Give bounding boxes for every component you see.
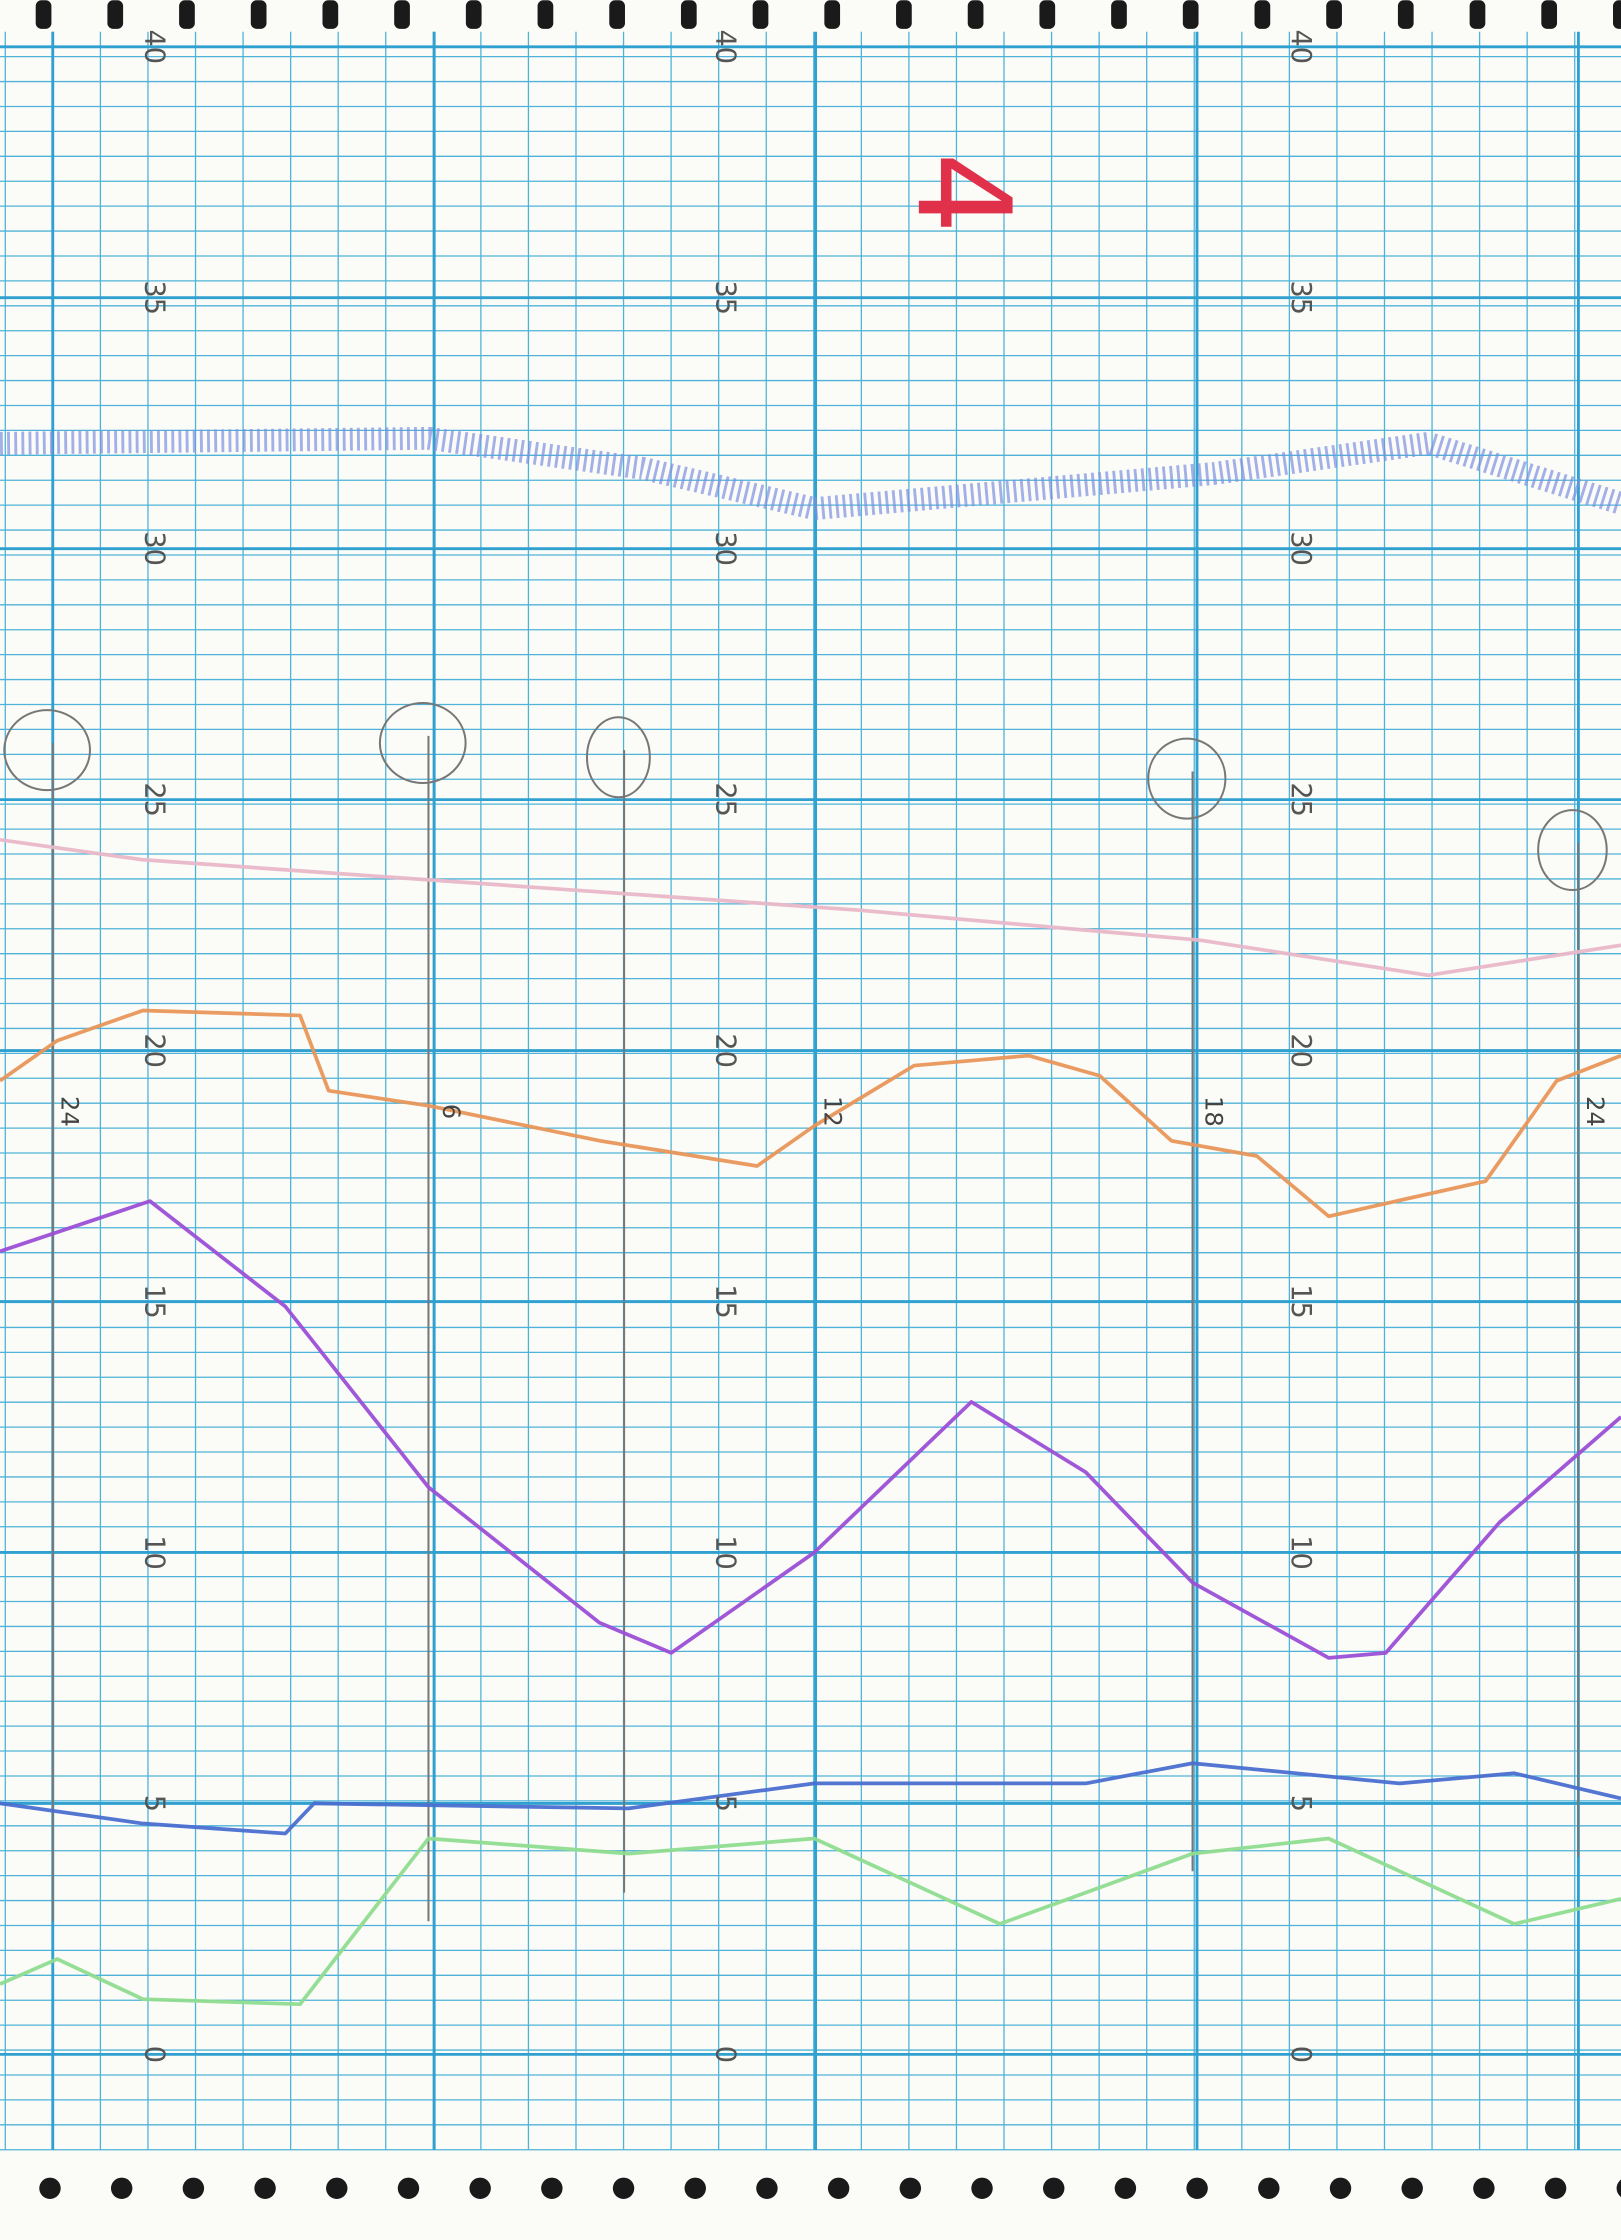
x-tick-label: 24 (55, 1096, 84, 1127)
top-hole (967, 0, 984, 29)
y-tick-label: 20 (710, 1033, 741, 1068)
top-hole (609, 0, 625, 29)
y-tick-label: 5 (710, 1795, 741, 1812)
x-tick-label: 18 (1200, 1096, 1229, 1127)
x-tick-label: 12 (818, 1096, 847, 1127)
event-circle (378, 701, 467, 784)
y-tick-label: 35 (710, 280, 741, 315)
top-hole (752, 0, 769, 29)
bottom-hole (1186, 2177, 1208, 2200)
trace (0, 1761, 1621, 1836)
event-circle (1537, 809, 1608, 892)
event-marks (3, 701, 1608, 1922)
top-hole (1326, 0, 1342, 29)
y-tick-label: 35 (138, 280, 169, 315)
top-hole (465, 0, 482, 29)
event-circle (1147, 737, 1227, 820)
bottom-hole (899, 2177, 922, 2200)
bottom-hole (971, 2177, 993, 2200)
y-tick-label: 35 (1285, 280, 1316, 315)
y-tick-label: 0 (710, 2046, 741, 2063)
y-tick-label: 30 (710, 531, 741, 566)
x-tick-label: 6 (437, 1104, 466, 1119)
y-tick-label: 10 (710, 1535, 741, 1570)
top-hole (1254, 0, 1271, 29)
y-tick-label: 40 (138, 30, 169, 65)
top-hole (537, 0, 554, 29)
bottom-hole (1043, 2177, 1065, 2200)
bottom-hole (1258, 2177, 1280, 2200)
plot (0, 426, 1621, 2007)
bottom-hole (182, 2177, 205, 2200)
y-tick-label: 15 (1285, 1284, 1316, 1319)
y-tick-label: 15 (138, 1284, 169, 1319)
bottom-hole (39, 2177, 61, 2200)
y-tick-label: 20 (138, 1033, 169, 1068)
bottom-hole (1114, 2177, 1137, 2200)
y-tick-label: 0 (1285, 2046, 1316, 2063)
bottom-hole (254, 2177, 276, 2200)
annotation: 4 (888, 152, 1037, 234)
event-circle (585, 716, 651, 799)
y-tick-label: 10 (138, 1535, 169, 1570)
trace (0, 1836, 1621, 2007)
event-circle (3, 709, 91, 792)
trace (0, 426, 1621, 521)
y-tick-label: 5 (138, 1795, 169, 1812)
y-tick-label: 10 (1285, 1535, 1316, 1570)
top-hole (394, 0, 410, 29)
top-hole (250, 0, 267, 29)
y-tick-label: 25 (138, 782, 169, 817)
top-hole (824, 0, 841, 29)
bottom-hole (756, 2177, 778, 2200)
labels: 0 0 0 5 5 5 10 10 10 15 15 15 20 20 20 25 25 25 30 30 30 35 35… (55, 30, 1610, 2063)
minor-grid (0, 31, 1621, 2151)
x-tick-label: 24 (1581, 1096, 1610, 1127)
top-hole (1613, 0, 1621, 29)
y-tick-label: 0 (138, 2046, 169, 2063)
bottom-hole (684, 2177, 706, 2200)
trace (0, 837, 1621, 978)
top-hole (322, 0, 339, 29)
top-hole (1397, 0, 1414, 29)
bottom-hole (1473, 2177, 1495, 2200)
bottom-hole (1401, 2177, 1423, 2200)
bottom-hole (827, 2177, 850, 2200)
trace (0, 1008, 1621, 1219)
bottom-hole (612, 2177, 635, 2200)
top-hole (1111, 0, 1127, 29)
top-hole (1541, 0, 1558, 29)
y-tick-label: 40 (710, 30, 741, 65)
y-tick-label: 25 (710, 782, 741, 817)
bottom-hole (326, 2177, 348, 2200)
bottom-hole (469, 2177, 491, 2200)
top-hole (680, 0, 697, 29)
bottom-hole (1616, 2179, 1621, 2197)
top-hole (179, 0, 195, 29)
top-hole (1039, 0, 1056, 29)
trace (0, 1199, 1621, 1660)
top-hole (35, 0, 52, 29)
top-hole (896, 0, 912, 29)
top-hole (107, 0, 124, 29)
y-tick-label: 15 (710, 1284, 741, 1319)
top-hole (1182, 0, 1199, 29)
bottom-hole (541, 2177, 563, 2200)
bottom-hole (110, 2177, 133, 2200)
y-tick-label: 25 (1285, 782, 1316, 817)
bottom-hole (1544, 2177, 1567, 2200)
y-tick-label: 5 (1285, 1795, 1316, 1812)
bottom-hole (397, 2177, 420, 2200)
y-tick-label: 20 (1285, 1033, 1316, 1068)
y-tick-label: 30 (1285, 531, 1316, 566)
sprocket-holes (35, 0, 1621, 2200)
top-hole (1469, 0, 1486, 29)
y-tick-label: 30 (138, 531, 169, 566)
bottom-hole (1329, 2177, 1352, 2200)
y-tick-label: 40 (1285, 30, 1316, 65)
